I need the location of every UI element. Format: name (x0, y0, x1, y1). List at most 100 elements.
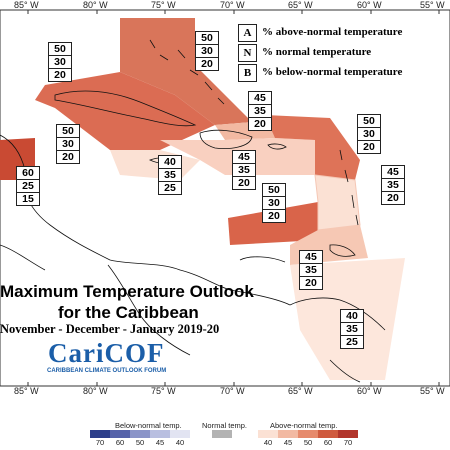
lon-label-55-top: 55° W (420, 0, 445, 10)
scale-tick-above: 40 (263, 438, 273, 447)
prob-normal: 35 (159, 169, 181, 182)
lon-ticks (27, 10, 440, 386)
prob-above: 45 (300, 251, 322, 264)
prob-normal: 30 (57, 138, 79, 151)
scale-swatch-above-60 (318, 430, 338, 438)
prob-below: 20 (387, 192, 399, 204)
prob-above: 45 (382, 166, 404, 179)
scale-swatch-below-50 (130, 430, 150, 438)
scale-tick-above: 70 (343, 438, 353, 447)
prob-box-windwards: 45 35 20 (381, 165, 405, 205)
prob-below: 20 (238, 177, 250, 189)
scale-swatch-below-40 (170, 430, 190, 438)
lon-label-60-bottom: 60° W (357, 386, 382, 396)
prob-box-guianas: 40 35 25 (340, 309, 364, 349)
prob-above: 50 (196, 32, 218, 45)
lon-label-70-top: 70° W (220, 0, 245, 10)
prob-box-turks-caicos: 45 35 20 (248, 91, 272, 131)
caricof-logo-subtitle: CARIBBEAN CLIMATE OUTLOOK FORUM (47, 368, 167, 374)
prob-below: 20 (201, 58, 213, 70)
scale-above-label: Above-normal temp. (270, 421, 338, 430)
lon-label-80-bottom: 80° W (83, 386, 108, 396)
lon-label-70-bottom: 70° W (220, 386, 245, 396)
lon-label-65-top: 65° W (288, 0, 313, 10)
prob-below: 20 (305, 277, 317, 289)
prob-above: 50 (263, 184, 285, 197)
scale-swatch-below-45 (150, 430, 170, 438)
prob-below: 20 (254, 118, 266, 130)
key-label: % normal temperature (262, 46, 372, 58)
prob-below: 20 (62, 151, 74, 163)
scale-swatch-above-40 (258, 430, 278, 438)
caricof-logo: CariCOF (48, 338, 165, 368)
prob-box-jamaica: 40 35 25 (158, 155, 182, 195)
prob-normal: 35 (382, 179, 404, 192)
prob-normal: 25 (17, 180, 39, 193)
lon-label-80-top: 80° W (83, 0, 108, 10)
scale-swatch-below-70 (90, 430, 110, 438)
lon-label-75-top: 75° W (151, 0, 176, 10)
scale-swatch-above-50 (298, 430, 318, 438)
region-puerto-rico (228, 202, 320, 245)
lon-label-75-bottom: 75° W (151, 386, 176, 396)
scale-tick-below: 50 (135, 438, 145, 447)
prob-box-puerto-rico: 50 30 20 (262, 183, 286, 223)
prob-below: 20 (54, 69, 66, 81)
key-letter: B (238, 64, 257, 82)
prob-normal: 30 (263, 197, 285, 210)
scale-swatch-below-60 (110, 430, 130, 438)
prob-above: 60 (17, 167, 39, 180)
region-jamaica (110, 150, 200, 180)
prob-normal: 35 (249, 105, 271, 118)
scale-swatch-above-70 (338, 430, 358, 438)
region-leewards (265, 115, 360, 180)
prob-normal: 35 (233, 164, 255, 177)
map-frame (0, 9, 450, 387)
scale-tick-above: 45 (283, 438, 293, 447)
prob-normal: 30 (49, 56, 71, 69)
prob-box-trinidad: 45 35 20 (299, 250, 323, 290)
scale-tick-below: 45 (155, 438, 165, 447)
prob-above: 45 (233, 151, 255, 164)
scale-swatch-normal (212, 430, 232, 438)
key-letter: N (238, 44, 257, 62)
scale-tick-below: 40 (175, 438, 185, 447)
prob-below: 15 (22, 193, 34, 205)
prob-box-belize-honduras: 60 25 15 (16, 166, 40, 206)
scale-tick-above: 60 (323, 438, 333, 447)
prob-below: 25 (346, 336, 358, 348)
scale-below-label: Below-normal temp. (115, 421, 182, 430)
prob-below: 20 (363, 141, 375, 153)
prob-box-cuba: 50 30 20 (48, 42, 72, 82)
map-title-line1: Maximum Temperature Outlook (0, 282, 254, 301)
scale-tick-above: 50 (303, 438, 313, 447)
lon-label-85-top: 85° W (14, 0, 39, 10)
prob-above: 50 (358, 115, 380, 128)
key-letter: A (238, 24, 257, 42)
key-label: % below-normal temperature (262, 66, 403, 78)
lon-label-55-bottom: 55° W (420, 386, 445, 396)
prob-below: 25 (164, 182, 176, 194)
prob-above: 45 (249, 92, 271, 105)
prob-box-leewards: 50 30 20 (357, 114, 381, 154)
prob-above: 40 (341, 310, 363, 323)
prob-normal: 35 (341, 323, 363, 336)
prob-box-bahamas: 50 30 20 (195, 31, 219, 71)
prob-box-west-cuba: 50 30 20 (56, 124, 80, 164)
lon-label-65-bottom: 65° W (288, 386, 313, 396)
prob-normal: 30 (196, 45, 218, 58)
scale-normal-label: Normal temp. (202, 421, 248, 430)
lon-label-60-top: 60° W (357, 0, 382, 10)
prob-box-hispaniola: 45 35 20 (232, 150, 256, 190)
map-title-line2: for the Caribbean (58, 303, 199, 322)
map-subtitle: November - December - January 2019-20 (0, 322, 220, 336)
prob-normal: 30 (358, 128, 380, 141)
key-label: % above-normal temperature (262, 26, 403, 38)
lon-label-85-bottom: 85° W (14, 386, 39, 396)
coastlines (0, 39, 386, 383)
scale-tick-below: 60 (115, 438, 125, 447)
region-cuba (35, 72, 215, 150)
prob-above: 50 (57, 125, 79, 138)
